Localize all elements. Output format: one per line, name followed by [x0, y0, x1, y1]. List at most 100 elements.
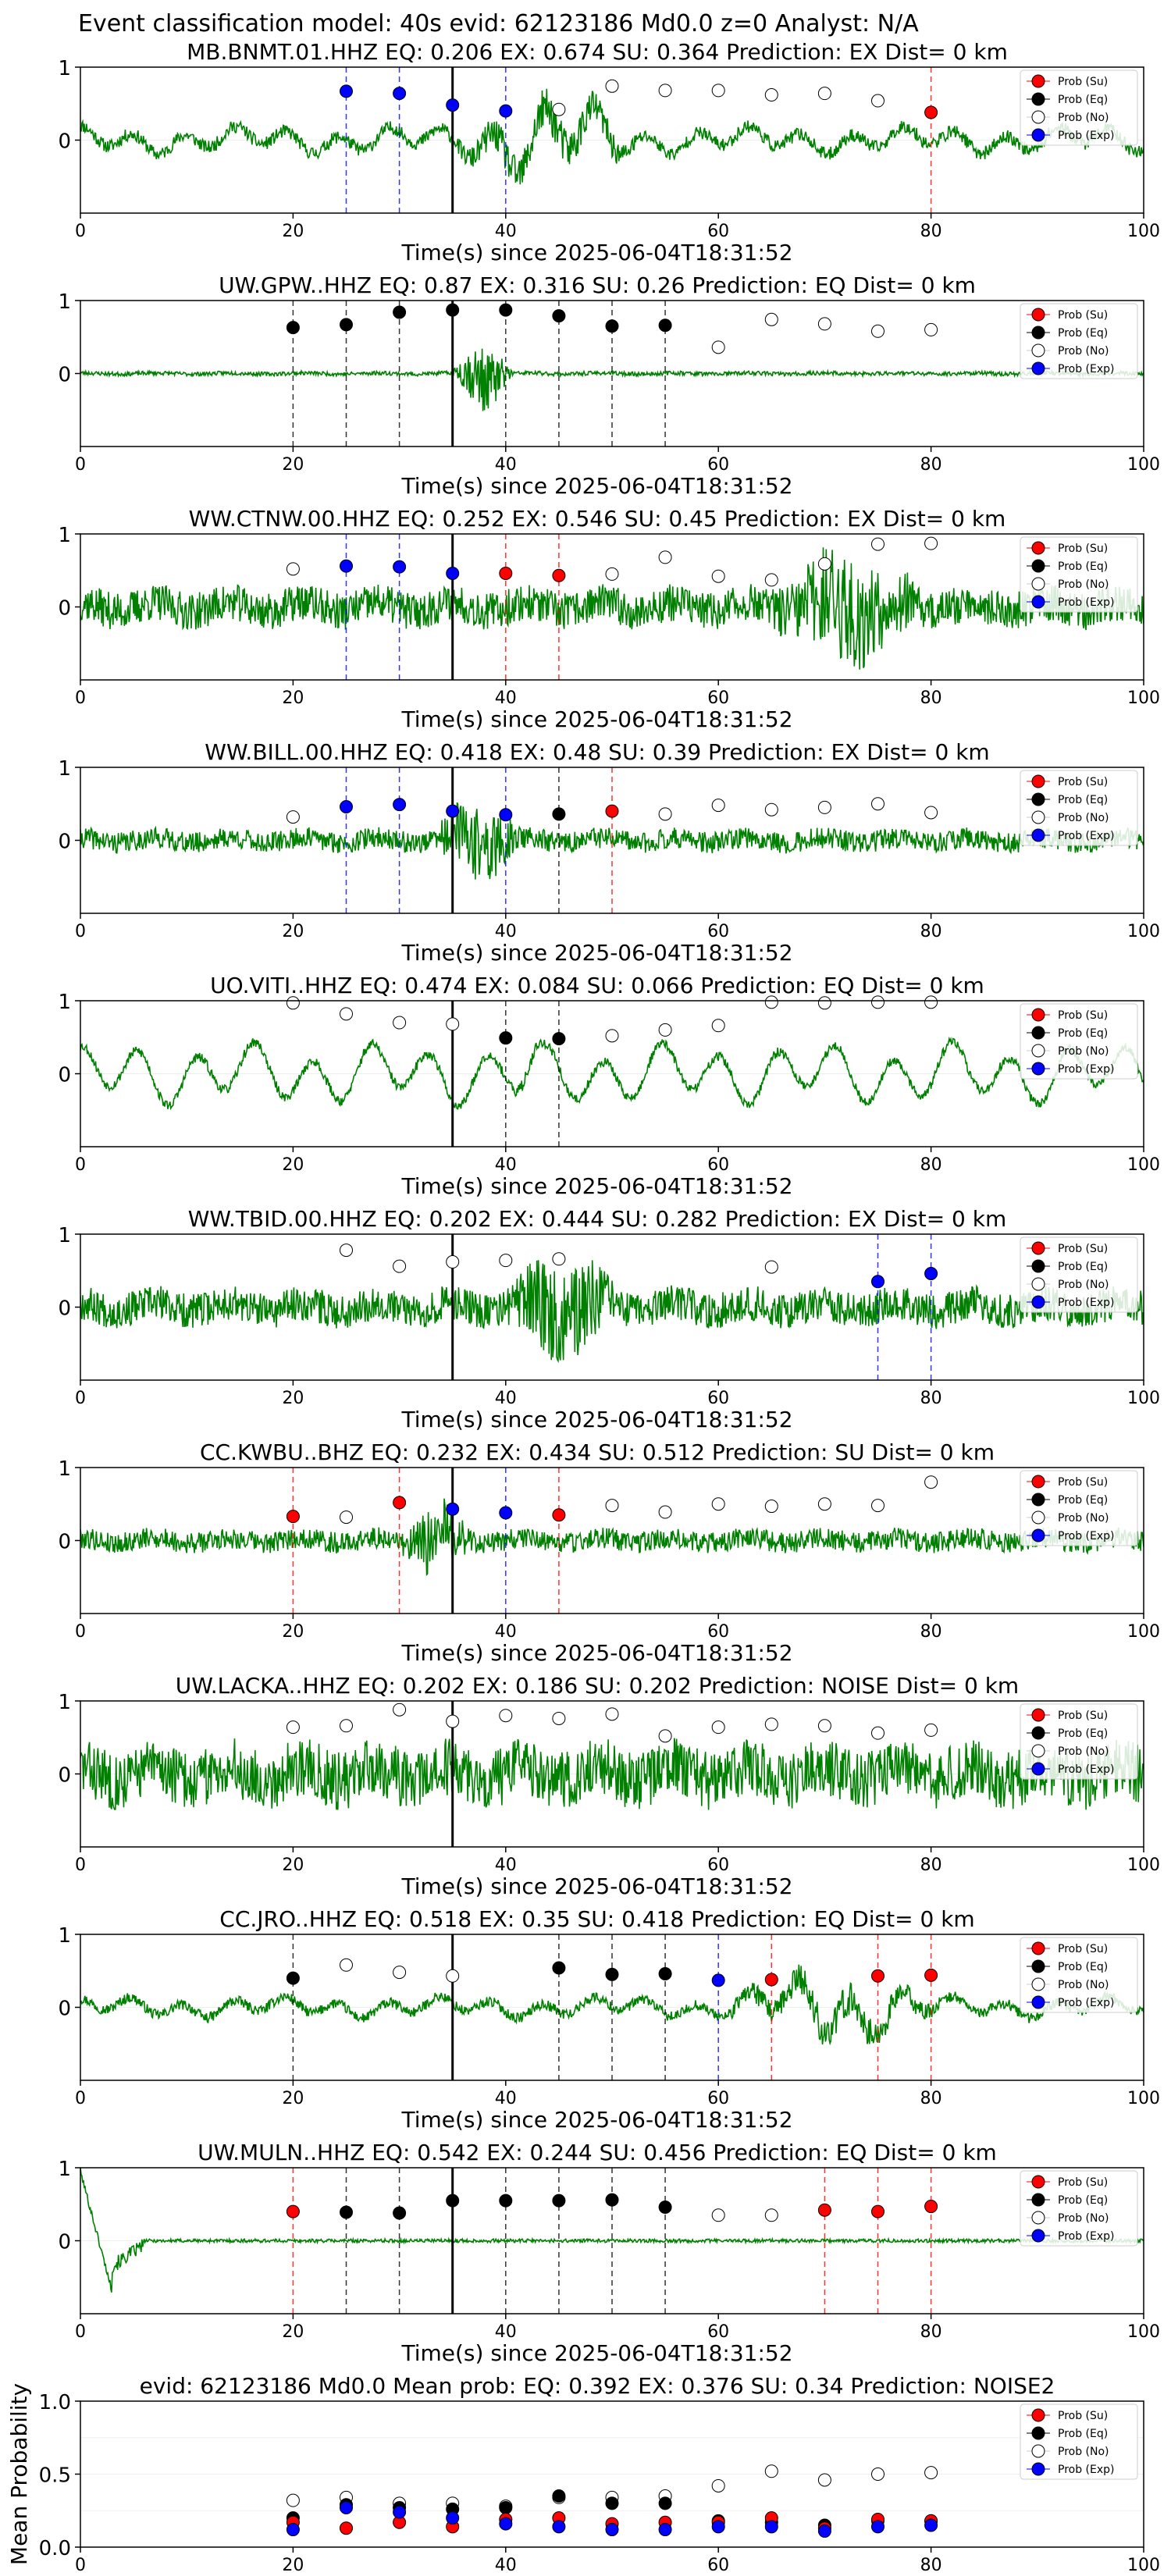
y-tick-label: 0: [58, 364, 71, 387]
prob-point-no: [924, 1723, 938, 1737]
legend-marker-eq: [1031, 92, 1045, 106]
mean-prob-point-eq: [605, 2496, 619, 2510]
mean-prob-point-su: [340, 2521, 353, 2535]
x-axis-label: Time(s) since 2025-06-04T18:31:52: [400, 2107, 792, 2133]
legend-marker-su: [1031, 1708, 1045, 1722]
prob-point-eq: [393, 305, 407, 319]
x-tick-label: 0: [75, 1622, 86, 1642]
x-tick-label: 100: [1127, 1389, 1160, 1408]
prob-point-no: [711, 84, 725, 98]
legend-label-no: Prob (No): [1058, 1979, 1109, 1991]
prob-point-su: [605, 804, 619, 818]
legend-label-eq: Prob (Eq): [1058, 1961, 1108, 1973]
x-tick-label: 20: [282, 688, 304, 708]
panel-2: UW.GPW..HHZ EQ: 0.87 EX: 0.316 SU: 0.26 …: [58, 272, 1160, 499]
legend-label-eq: Prob (Eq): [1058, 1727, 1108, 1740]
prob-point-eq: [340, 2205, 353, 2219]
prob-point-no: [393, 1259, 407, 1273]
prob-point-no: [764, 1717, 778, 1731]
x-tick-label: 40: [495, 922, 517, 941]
prob-point-exp: [393, 798, 407, 812]
prob-point-exp: [446, 566, 460, 580]
y-tick-label: 0: [58, 597, 71, 621]
y-tick-label: 0: [58, 130, 71, 154]
legend-label-exp: Prob (Exp): [1058, 1763, 1115, 1776]
legend-label-no: Prob (No): [1058, 2446, 1109, 2458]
x-tick-label: 60: [707, 1622, 729, 1642]
legend-marker-no: [1031, 110, 1045, 124]
legend-marker-exp: [1031, 128, 1045, 142]
prob-point-no: [711, 1720, 725, 1735]
y-tick-label: 1: [58, 524, 71, 547]
prob-point-no: [340, 1958, 353, 1972]
legend-marker-exp: [1031, 1995, 1045, 2009]
prob-point-no: [340, 1244, 353, 1258]
x-tick-label: 100: [1127, 2322, 1160, 2342]
panel-1: MB.BNMT.01.HHZ EQ: 0.206 EX: 0.674 SU: 0…: [58, 39, 1160, 265]
prob-point-no: [605, 79, 619, 93]
prob-point-eq: [658, 318, 672, 333]
prob-point-no: [605, 1029, 619, 1043]
x-tick-label: 80: [920, 2322, 942, 2342]
panel-title: evid: 62123186 Md0.0 Mean prob: EQ: 0.39…: [140, 2373, 1055, 2399]
x-tick-label: 0: [75, 922, 86, 941]
legend-marker-exp: [1031, 1528, 1045, 1542]
x-tick-label: 80: [920, 2089, 942, 2108]
prob-point-no: [764, 1500, 778, 1514]
legend-label-exp: Prob (Exp): [1058, 2230, 1115, 2243]
legend-marker-exp: [1031, 1062, 1045, 1076]
x-tick-label: 100: [1127, 1155, 1160, 1175]
legend-label-su: Prob (Su): [1058, 309, 1108, 322]
legend-box: [1020, 536, 1138, 613]
prob-point-no: [658, 1729, 672, 1743]
prob-point-eq: [552, 1032, 566, 1046]
legend-label-su: Prob (Su): [1058, 776, 1108, 788]
x-tick-label: 40: [495, 1389, 517, 1408]
legend-marker-no: [1031, 577, 1045, 591]
prob-point-su: [817, 2203, 831, 2217]
x-axis-label: Time(s) since 2025-06-04T18:31:52: [400, 1407, 792, 1432]
y-tick-label: 1: [58, 1691, 71, 1714]
prob-point-no: [871, 1726, 884, 1740]
legend-marker-no: [1031, 1277, 1045, 1291]
prob-point-eq: [340, 318, 353, 332]
prob-point-exp: [393, 560, 407, 574]
legend-label-exp: Prob (Exp): [1058, 1530, 1115, 1542]
mean-prob-point-no: [764, 2464, 778, 2478]
prob-point-no: [393, 1016, 407, 1030]
x-tick-label: 20: [282, 1622, 304, 1642]
prob-point-no: [658, 550, 672, 564]
prob-point-exp: [340, 559, 353, 573]
legend-marker-su: [1031, 1475, 1045, 1489]
y-tick-label: 1.0: [39, 2391, 71, 2414]
mean-prob-point-no: [871, 2467, 884, 2481]
prob-point-no: [764, 573, 778, 587]
prob-point-no: [817, 800, 831, 814]
x-tick-label: 40: [495, 1856, 517, 1875]
prob-point-no: [446, 1714, 460, 1728]
x-axis-label: Time(s) since 2025-06-04T18:31:52: [400, 1173, 792, 1199]
panel-7: CC.KWBU..BHZ EQ: 0.232 EX: 0.434 SU: 0.5…: [58, 1439, 1160, 1666]
x-tick-label: 0: [75, 1155, 86, 1175]
legend-label-no: Prob (No): [1058, 1745, 1109, 1758]
legend-label-su: Prob (Su): [1058, 1009, 1108, 1022]
legend-box: [1020, 1236, 1138, 1313]
y-tick-label: 0: [58, 1764, 71, 1788]
x-axis-label: Time(s) since 2025-06-04T18:31:52: [400, 1873, 792, 1899]
prob-point-su: [552, 1508, 566, 1522]
legend-label-exp: Prob (Exp): [1058, 130, 1115, 142]
legend-marker-su: [1031, 541, 1045, 555]
x-tick-label: 20: [282, 922, 304, 941]
prob-point-no: [711, 340, 725, 354]
prob-point-exp: [340, 799, 353, 813]
y-tick-label: 0: [58, 1531, 71, 1554]
prob-point-no: [286, 562, 300, 576]
prob-point-no: [711, 569, 725, 583]
legend-box: [1020, 1003, 1138, 1080]
prob-point-eq: [499, 1031, 513, 1045]
x-axis-label: Time(s) since 2025-06-04T18:31:52: [400, 2340, 792, 2366]
legend-box: [1020, 69, 1138, 146]
mean-prob-point-eq: [552, 2489, 566, 2503]
prob-point-no: [552, 1711, 566, 1725]
legend-marker-eq: [1031, 1959, 1045, 1973]
